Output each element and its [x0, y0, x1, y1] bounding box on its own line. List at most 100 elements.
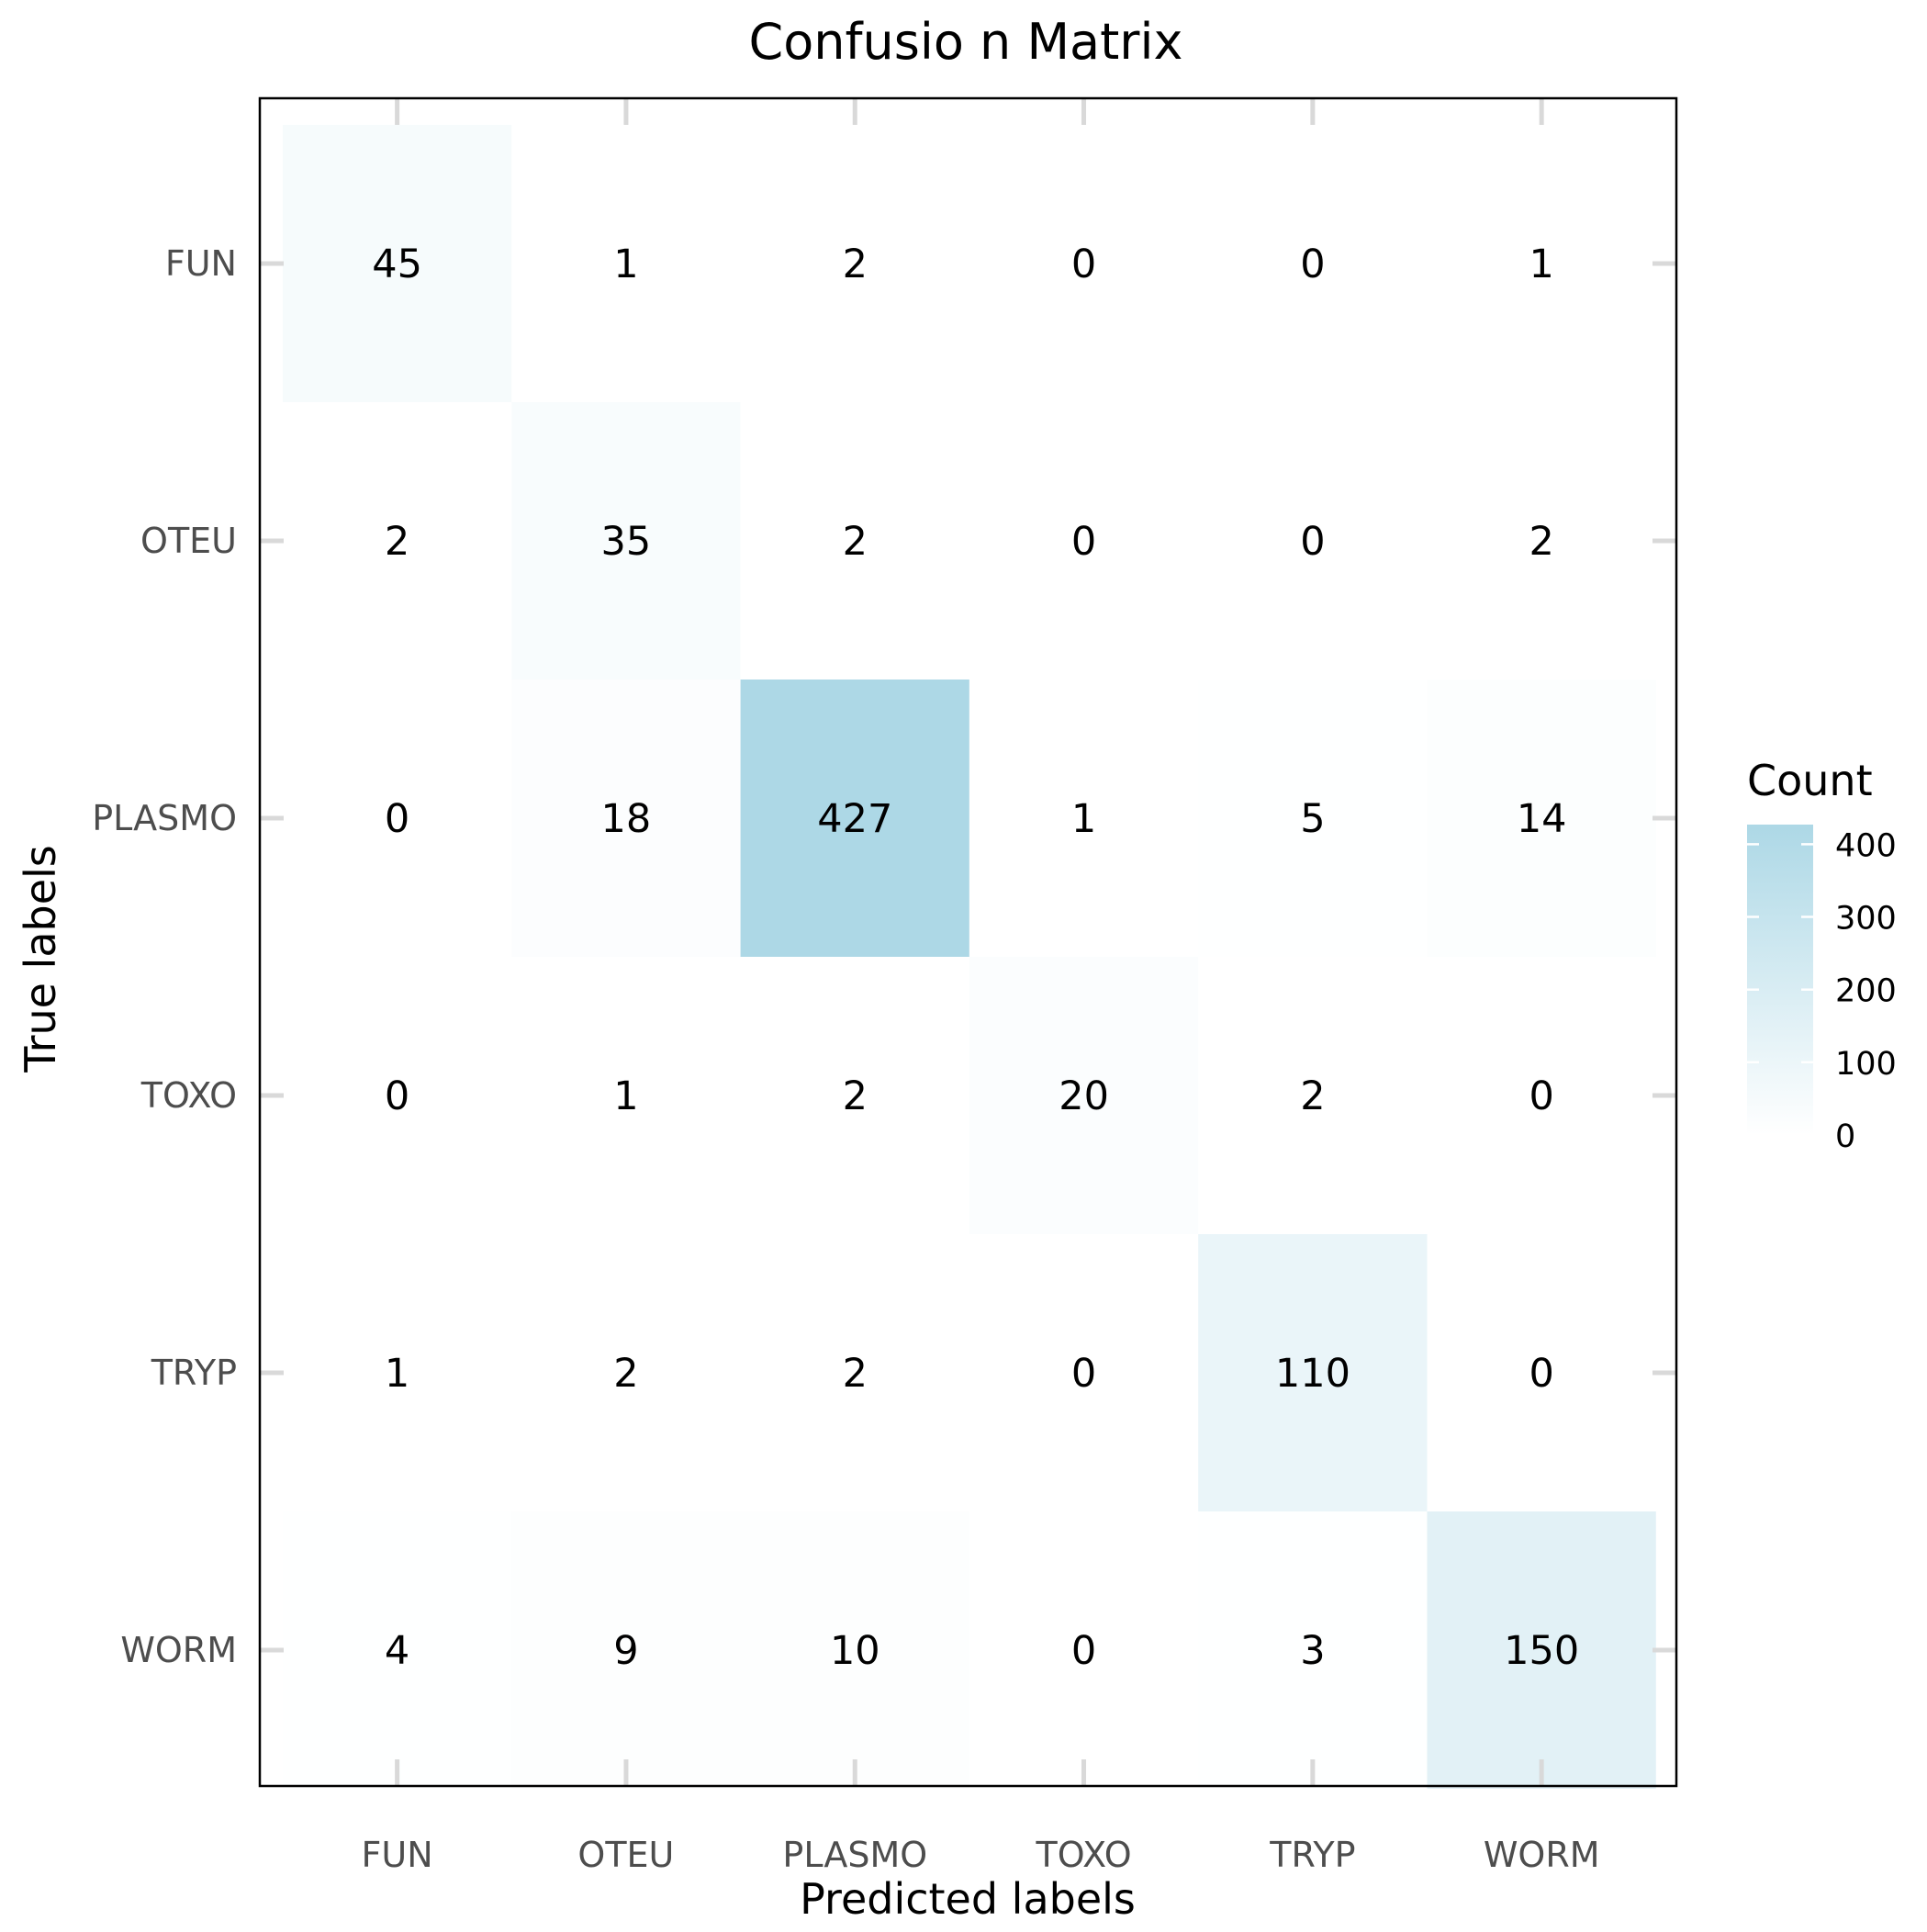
cell-value-label: 1	[1529, 242, 1554, 287]
heatmap-cell	[1427, 1511, 1656, 1789]
heatmap-cell	[1198, 1511, 1428, 1789]
cell-value-label: 0	[1300, 242, 1325, 287]
x-tick-label: TRYP	[1269, 1835, 1355, 1875]
heatmap-cell	[969, 1511, 1199, 1789]
y-tick-label: TOXO	[140, 1075, 237, 1116]
heatmap-cell	[969, 957, 1199, 1234]
heatmap-cell	[969, 680, 1199, 957]
cell-value-labels: 45 1 2 0 0 12 35 2 0 0 20 18 427 1 5 140 1 2 20 2 01 2 2 0 110 04…	[372, 242, 1579, 1674]
heatmap-cell	[740, 957, 969, 1234]
heatmap-cell	[511, 125, 741, 402]
heatmap-cell	[740, 1234, 969, 1511]
heatmap-cell	[511, 957, 741, 1234]
chart-title: Confusio n Matrix	[749, 13, 1183, 71]
x-tick-labels: FUN OTEU PLASMO TOXO TRYP WORM	[362, 1835, 1600, 1875]
heatmap-cell	[1427, 125, 1656, 402]
cell-value-label: 2	[613, 1351, 638, 1397]
y-tick-label: FUN	[165, 243, 237, 284]
heatmap-cell	[511, 680, 741, 957]
cell-value-label: 2	[843, 242, 868, 287]
cell-value-label: 10	[830, 1628, 880, 1674]
cell-value-label: 2	[843, 1351, 868, 1397]
heatmap-cell	[283, 957, 512, 1234]
heatmap-cell	[740, 680, 969, 957]
cell-value-label: 150	[1504, 1628, 1579, 1674]
heatmap-cell	[1427, 957, 1656, 1234]
y-tick-labels: FUN OTEU PLASMO TOXO TRYP WORM	[92, 243, 237, 1670]
cell-value-label: 0	[1529, 1073, 1554, 1119]
cell-value-label: 0	[1071, 242, 1096, 287]
heatmap-cell	[1198, 125, 1428, 402]
color-legend: Count 0 100 200 300 400	[1747, 756, 1897, 1155]
heatmap-cell	[1427, 402, 1656, 680]
panel-border	[258, 96, 1678, 1788]
legend-tick-label: 0	[1835, 1118, 1855, 1155]
heatmap-cell	[283, 125, 512, 402]
cell-value-label: 0	[1300, 519, 1325, 565]
cell-value-label: 14	[1517, 796, 1567, 842]
cell-value-label: 0	[1071, 519, 1096, 565]
legend-ticks: 0 100 200 300 400	[1747, 827, 1897, 1155]
heatmap-cell	[969, 125, 1199, 402]
x-tick-label: WORM	[1484, 1835, 1600, 1875]
cell-value-label: 0	[1529, 1351, 1554, 1397]
y-tick-label: OTEU	[140, 521, 237, 561]
cell-value-label: 5	[1300, 796, 1325, 842]
heatmap-cell	[283, 1511, 512, 1789]
legend-color-bar	[1747, 825, 1813, 1135]
cell-value-label: 1	[385, 1351, 409, 1397]
heatmap-cell	[511, 1511, 741, 1789]
x-tick-label: OTEU	[577, 1835, 674, 1875]
x-tick-label: FUN	[362, 1835, 433, 1875]
heatmap-cell	[1198, 680, 1428, 957]
cell-value-label: 110	[1275, 1351, 1350, 1397]
cell-value-label: 4	[385, 1628, 409, 1674]
heatmap-cell	[1198, 402, 1428, 680]
heatmap-cell	[1427, 680, 1656, 957]
y-tick-label: PLASMO	[92, 798, 237, 838]
cell-value-label: 2	[1529, 519, 1554, 565]
heatmap-cell	[283, 1234, 512, 1511]
legend-tick-label: 100	[1835, 1046, 1897, 1083]
heatmap-cell	[1198, 957, 1428, 1234]
cell-value-label: 35	[601, 519, 652, 565]
heatmap-cell	[969, 402, 1199, 680]
legend-title: Count	[1747, 756, 1873, 805]
cell-value-label: 0	[1071, 1628, 1096, 1674]
x-axis-title: Predicted labels	[800, 1874, 1136, 1924]
heatmap-cell	[1427, 1234, 1656, 1511]
cell-value-label: 2	[385, 519, 409, 565]
y-axis-title: True labels	[16, 845, 65, 1073]
x-tick-label: TOXO	[1035, 1835, 1131, 1875]
heatmap-cell	[740, 1511, 969, 1789]
legend-tick-label: 200	[1835, 973, 1897, 1010]
legend-tick-label: 300	[1835, 901, 1897, 938]
heatmap-cell	[511, 402, 741, 680]
heatmap-cells	[283, 125, 1656, 1789]
cell-value-label: 0	[385, 796, 409, 842]
legend-tick-label: 400	[1835, 827, 1897, 864]
cell-value-label: 18	[601, 796, 652, 842]
x-tick-label: PLASMO	[782, 1835, 927, 1875]
axis-ticks	[260, 98, 1676, 1786]
heatmap-cell	[511, 1234, 741, 1511]
heatmap-cell	[740, 125, 969, 402]
cell-value-label: 0	[385, 1073, 409, 1119]
cell-value-label: 9	[613, 1628, 638, 1674]
cell-value-label: 3	[1300, 1628, 1325, 1674]
cell-value-label: 2	[843, 519, 868, 565]
heatmap-cell	[1198, 1234, 1428, 1511]
cell-value-label: 2	[843, 1073, 868, 1119]
cell-value-label: 45	[372, 242, 422, 287]
heatmap-cell	[740, 402, 969, 680]
cell-value-label: 20	[1059, 1073, 1109, 1119]
cell-value-label: 1	[613, 1073, 638, 1119]
y-tick-label: WORM	[120, 1630, 237, 1670]
cell-value-label: 0	[1071, 1351, 1096, 1397]
cell-value-label: 1	[613, 242, 638, 287]
heatmap-cell	[283, 402, 512, 680]
cell-value-label: 2	[1300, 1073, 1325, 1119]
cell-value-label: 1	[1071, 796, 1096, 842]
